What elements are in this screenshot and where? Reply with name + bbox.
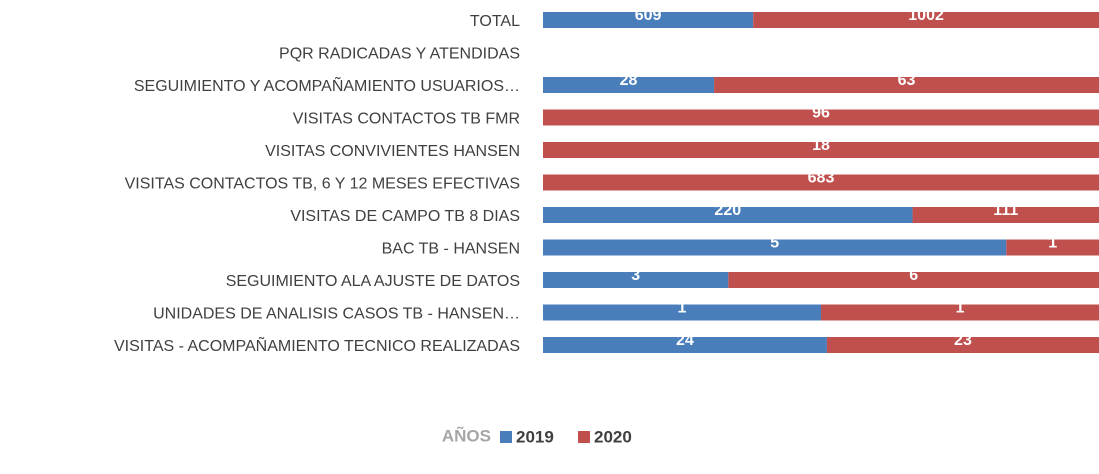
data-label: 609	[635, 7, 662, 24]
data-label: 96	[812, 105, 830, 122]
data-label: 6	[909, 267, 918, 284]
bar-segment	[543, 174, 1099, 191]
y-tick-label: TOTAL	[470, 13, 520, 30]
bar-segment	[543, 109, 1099, 126]
data-label: 3	[631, 267, 640, 284]
bar-segment	[753, 12, 1099, 28]
bar-segment	[543, 239, 1007, 256]
y-tick-label: PQR RADICADAS Y ATENDIDAS	[279, 46, 520, 63]
data-label: 0	[539, 40, 548, 57]
data-label: 1	[678, 300, 687, 317]
data-label: 18	[812, 137, 830, 154]
data-label: 1	[956, 300, 965, 317]
data-label: 0	[539, 40, 548, 57]
bar-segment	[543, 337, 827, 353]
data-label: 683	[808, 170, 835, 187]
bar-segment	[543, 304, 821, 321]
y-tick-label: VISITAS CONTACTOS TB FMR	[293, 111, 520, 128]
y-tick-label: SEGUIMIENTO Y ACOMPAÑAMIENTO USUARIOS…	[134, 75, 520, 95]
bar-segment	[543, 207, 913, 223]
data-label: 111	[993, 202, 1018, 219]
bar-segment	[543, 12, 754, 28]
bar-segment	[543, 272, 729, 288]
y-tick-label: UNIDADES DE ANALISIS CASOS TB - HANSEN…	[153, 306, 520, 323]
y-tick-label: VISITAS DE CAMPO TB 8 DIAS	[290, 208, 520, 225]
legend-label: 2019	[516, 427, 554, 446]
data-label: 23	[954, 332, 972, 349]
bar-segment	[543, 77, 715, 93]
legend-label: 2020	[594, 427, 632, 446]
data-label: 28	[620, 72, 638, 89]
y-tick-label: BAC TB - HANSEN	[382, 241, 520, 258]
bar-segment	[543, 142, 1099, 158]
y-tick-label: VISITAS - ACOMPAÑAMIENTO TECNICO REALIZA…	[114, 335, 520, 355]
data-label: 1002	[908, 7, 944, 24]
bar-segment	[1006, 239, 1099, 256]
bar-segment	[826, 337, 1099, 353]
bar-segment	[821, 304, 1099, 321]
plot-area: 609100200286309601806832201115136112423	[539, 7, 1099, 353]
data-label: 220	[714, 202, 741, 219]
bar-segment	[912, 207, 1099, 223]
data-label: 1	[1048, 235, 1057, 252]
y-tick-label: SEGUIMIENTO ALA AJUSTE DE DATOS	[226, 273, 520, 290]
legend-swatch	[500, 431, 512, 443]
data-label: 63	[898, 72, 916, 89]
data-label: 24	[676, 332, 694, 349]
bar-segment	[728, 272, 1099, 288]
legend-title: AÑOS	[442, 425, 491, 445]
y-tick-label: VISITAS CONTACTOS TB, 6 Y 12 MESES EFECT…	[125, 176, 520, 193]
bar-segment	[714, 77, 1099, 93]
y-tick-label: VISITAS CONVIVIENTES HANSEN	[265, 143, 520, 160]
data-label: 5	[770, 235, 779, 252]
legend-swatch	[578, 431, 590, 443]
